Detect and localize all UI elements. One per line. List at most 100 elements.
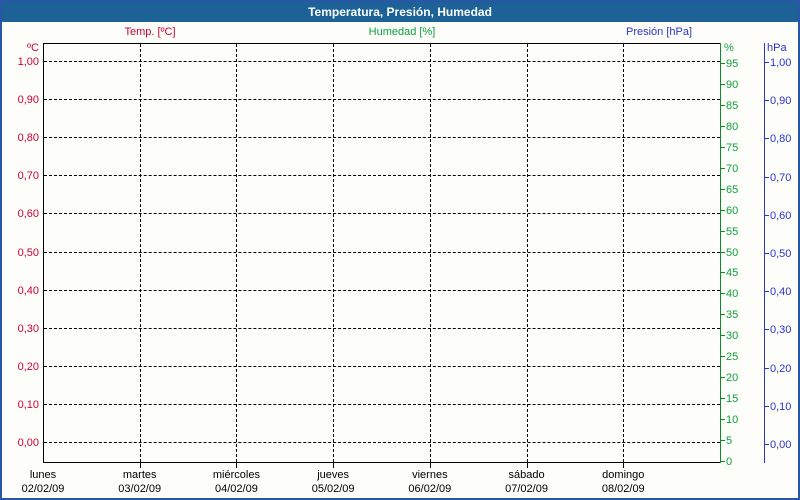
window-titlebar[interactable]: Temperatura, Presión, Humedad [2, 2, 798, 22]
tick-label-humidity: 25 [726, 351, 739, 364]
tick-label-pressure: 0,30 [770, 324, 792, 337]
pressure-axis-tick [765, 176, 769, 178]
pressure-axis-tick [765, 138, 769, 140]
tick-label-humidity: 30 [726, 330, 739, 343]
gridline-vertical [236, 44, 238, 462]
tick-label-humidity: 90 [726, 78, 739, 91]
tick-label-pressure: 0,50 [770, 248, 792, 260]
x-date-label: 04/02/09 [215, 483, 258, 495]
tick-label-temperature: 0,70 [17, 170, 39, 183]
tick-label-humidity: 50 [726, 246, 739, 259]
tick-label-humidity: 45 [726, 267, 739, 280]
gridline-horizontal [44, 137, 720, 139]
legend-pressure: Presión [hPa] [625, 26, 693, 38]
humidity-axis-tick [721, 398, 725, 400]
x-axis-tick [623, 463, 625, 468]
humidity-axis-tick [721, 314, 725, 316]
tick-label-temperature: 0,90 [17, 94, 39, 107]
tick-label-humidity: 40 [726, 288, 739, 301]
legend-temperature: Temp. [ºC] [124, 26, 176, 38]
x-day-label: miércoles [212, 469, 260, 481]
x-date-label: 05/02/09 [311, 483, 355, 495]
x-axis-tick [139, 463, 141, 468]
humidity-axis-tick [721, 146, 725, 148]
tick-label-pressure: 0,90 [770, 95, 792, 108]
tick-label-pressure: 0,10 [770, 400, 792, 413]
x-day-label: martes [122, 469, 157, 481]
tick-label-humidity: 10 [726, 414, 739, 427]
humidity-axis-tick [721, 125, 725, 127]
x-date-label: 06/02/09 [408, 483, 452, 495]
tick-label-humidity: 70 [726, 162, 739, 175]
gridline-vertical [139, 44, 141, 462]
tick-label-temperature: 1,00 [17, 56, 39, 68]
humidity-axis-tick [721, 83, 725, 85]
tick-label-humidity: 95 [726, 58, 739, 70]
tick-label-humidity: 80 [726, 120, 739, 133]
plot-border-bottom [43, 462, 721, 463]
tick-label-humidity: 85 [726, 99, 739, 112]
pressure-axis-tick [765, 291, 769, 293]
tick-label-temperature: 0,30 [17, 322, 39, 335]
tick-label-humidity: 35 [726, 309, 739, 322]
tick-label-humidity: 0 [726, 456, 733, 468]
gridline-horizontal [44, 327, 720, 329]
plot-border-top [43, 43, 721, 44]
tick-label-pressure: 0,80 [770, 133, 792, 146]
x-date-label: 03/02/09 [118, 483, 162, 495]
gridline-horizontal [44, 442, 720, 443]
x-day-label: viernes [412, 469, 448, 481]
x-axis-tick [429, 463, 431, 468]
left-axis-unit-celsius: ºC [27, 42, 39, 54]
gridline-vertical [429, 44, 431, 462]
tick-label-pressure: 0,20 [770, 362, 792, 375]
pressure-axis-tick [765, 405, 769, 407]
x-day-label: sábado [508, 469, 545, 481]
humidity-axis-tick [721, 377, 725, 379]
humidity-axis-tick [721, 230, 725, 232]
humidity-axis-tick [721, 272, 725, 274]
gridline-horizontal [44, 99, 720, 101]
tick-label-pressure: 1,00 [770, 57, 792, 69]
gridline-vertical [526, 44, 528, 462]
x-axis-tick [526, 463, 528, 468]
humidity-axis-tick [721, 461, 725, 462]
humidity-axis-tick [721, 209, 725, 211]
right-axis-unit-percent: % [724, 42, 734, 54]
humidity-axis-tick [721, 293, 725, 295]
tick-label-pressure: 0,70 [770, 171, 792, 184]
pressure-axis-tick [765, 100, 769, 102]
tick-label-temperature: 0,50 [17, 246, 39, 259]
x-day-label: jueves [317, 469, 350, 481]
pressure-axis-tick [765, 329, 769, 331]
tick-label-temperature: 0,40 [17, 284, 39, 297]
tick-label-humidity: 5 [726, 435, 733, 448]
x-axis-tick [333, 463, 335, 468]
x-day-label: domingo [602, 469, 645, 481]
tick-label-pressure: 0,40 [770, 286, 792, 299]
x-date-label: 07/02/09 [505, 483, 548, 495]
gridline-vertical [333, 44, 335, 462]
pressure-axis-line [764, 43, 765, 463]
pressure-axis-tick [765, 62, 769, 63]
humidity-axis-tick [721, 419, 725, 421]
tick-label-pressure: 0,60 [770, 209, 792, 222]
legend-humidity: Humedad [%] [368, 26, 436, 38]
humidity-axis-tick [721, 356, 725, 358]
humidity-axis-tick [721, 104, 725, 106]
tick-label-humidity: 75 [726, 141, 739, 154]
humidity-axis-tick [721, 167, 725, 169]
gridline-vertical [623, 44, 625, 462]
gridline-horizontal [44, 61, 720, 62]
tick-label-temperature: 0,10 [17, 398, 39, 411]
x-date-label: 08/02/09 [601, 483, 645, 495]
gridline-horizontal [44, 365, 720, 367]
tick-label-temperature: 0,00 [17, 437, 39, 449]
humidity-axis-line [720, 43, 721, 463]
tick-label-temperature: 0,60 [17, 208, 39, 221]
pressure-axis-tick [765, 214, 769, 216]
plot-border-left [43, 43, 44, 463]
humidity-axis-tick [721, 335, 725, 337]
